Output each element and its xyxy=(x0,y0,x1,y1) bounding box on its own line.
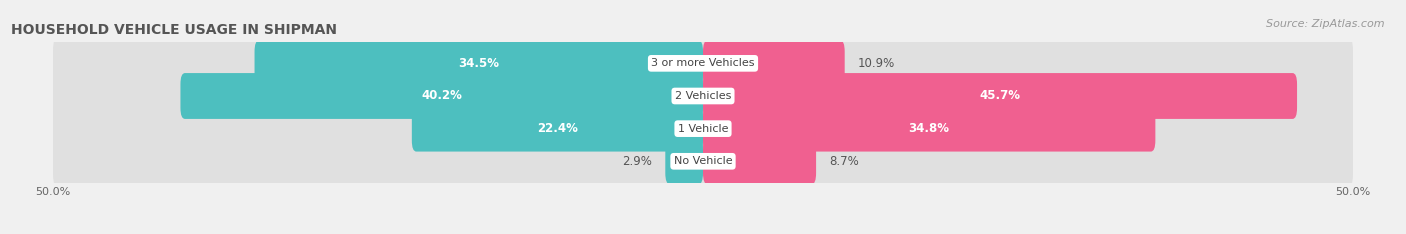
FancyBboxPatch shape xyxy=(703,138,815,184)
FancyBboxPatch shape xyxy=(180,73,703,119)
FancyBboxPatch shape xyxy=(665,138,703,184)
Text: 34.8%: 34.8% xyxy=(908,122,949,135)
Text: 2.9%: 2.9% xyxy=(623,155,652,168)
Text: 22.4%: 22.4% xyxy=(537,122,578,135)
Text: Source: ZipAtlas.com: Source: ZipAtlas.com xyxy=(1267,19,1385,29)
FancyBboxPatch shape xyxy=(53,70,1353,122)
FancyBboxPatch shape xyxy=(703,40,845,86)
FancyBboxPatch shape xyxy=(53,102,1353,155)
FancyBboxPatch shape xyxy=(703,73,1298,119)
Text: 8.7%: 8.7% xyxy=(830,155,859,168)
Text: 10.9%: 10.9% xyxy=(858,57,896,70)
FancyBboxPatch shape xyxy=(254,40,703,86)
Text: 40.2%: 40.2% xyxy=(422,89,463,102)
FancyBboxPatch shape xyxy=(53,135,1353,187)
Text: 2 Vehicles: 2 Vehicles xyxy=(675,91,731,101)
Text: 3 or more Vehicles: 3 or more Vehicles xyxy=(651,58,755,68)
FancyBboxPatch shape xyxy=(53,37,1353,89)
Text: 45.7%: 45.7% xyxy=(980,89,1021,102)
FancyBboxPatch shape xyxy=(412,106,703,152)
Legend: Owner-occupied, Renter-occupied: Owner-occupied, Renter-occupied xyxy=(574,231,832,234)
Text: No Vehicle: No Vehicle xyxy=(673,156,733,166)
FancyBboxPatch shape xyxy=(703,106,1156,152)
Text: 1 Vehicle: 1 Vehicle xyxy=(678,124,728,134)
Text: 34.5%: 34.5% xyxy=(458,57,499,70)
Text: HOUSEHOLD VEHICLE USAGE IN SHIPMAN: HOUSEHOLD VEHICLE USAGE IN SHIPMAN xyxy=(11,23,337,37)
